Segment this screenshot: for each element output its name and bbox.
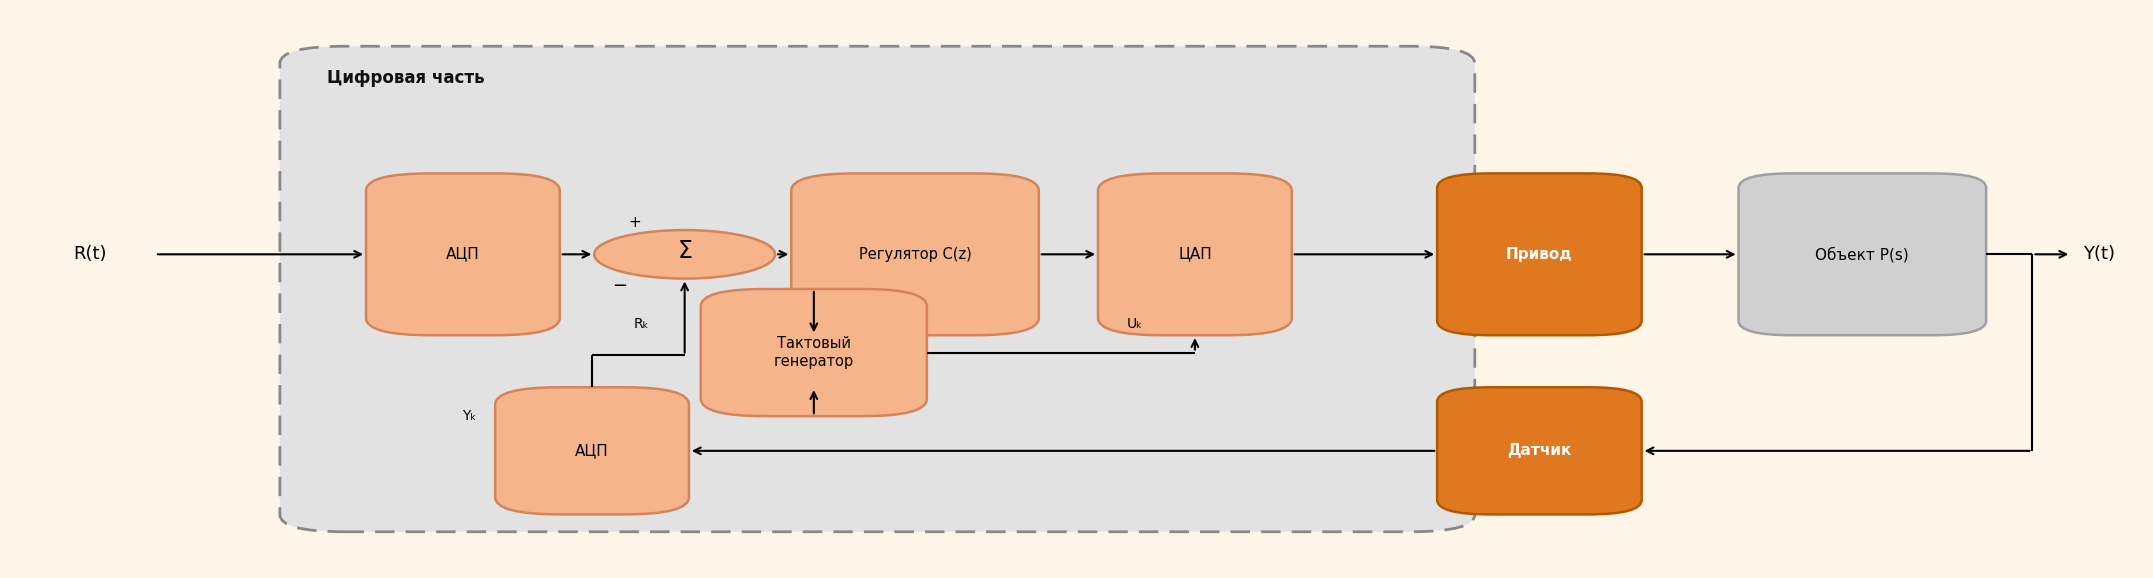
- Text: АЦП: АЦП: [575, 443, 609, 458]
- FancyBboxPatch shape: [792, 173, 1038, 335]
- Text: Цифровая часть: Цифровая часть: [327, 69, 484, 87]
- FancyBboxPatch shape: [366, 173, 560, 335]
- Text: АЦП: АЦП: [446, 247, 480, 262]
- Text: Yₖ: Yₖ: [463, 409, 476, 423]
- Circle shape: [594, 230, 775, 279]
- FancyBboxPatch shape: [495, 387, 689, 514]
- FancyBboxPatch shape: [1098, 173, 1292, 335]
- Text: Регулятор C(z): Регулятор C(z): [859, 247, 971, 262]
- Text: Объект P(s): Объект P(s): [1815, 246, 1910, 262]
- Text: ЦАП: ЦАП: [1178, 247, 1212, 262]
- Text: Y(t): Y(t): [2084, 245, 2114, 264]
- Text: Σ: Σ: [678, 239, 691, 264]
- Text: R(t): R(t): [73, 245, 108, 264]
- FancyBboxPatch shape: [702, 289, 926, 416]
- FancyBboxPatch shape: [1438, 387, 1641, 514]
- Text: −: −: [611, 277, 629, 295]
- Text: Uₖ: Uₖ: [1126, 317, 1143, 331]
- Text: Тактовый
генератор: Тактовый генератор: [773, 336, 855, 369]
- Text: Датчик: Датчик: [1507, 443, 1572, 458]
- FancyBboxPatch shape: [280, 46, 1475, 532]
- FancyBboxPatch shape: [1438, 173, 1641, 335]
- Text: Rₖ: Rₖ: [633, 317, 650, 331]
- FancyBboxPatch shape: [1740, 173, 1985, 335]
- Text: +: +: [629, 215, 642, 230]
- Text: Привод: Привод: [1507, 247, 1572, 262]
